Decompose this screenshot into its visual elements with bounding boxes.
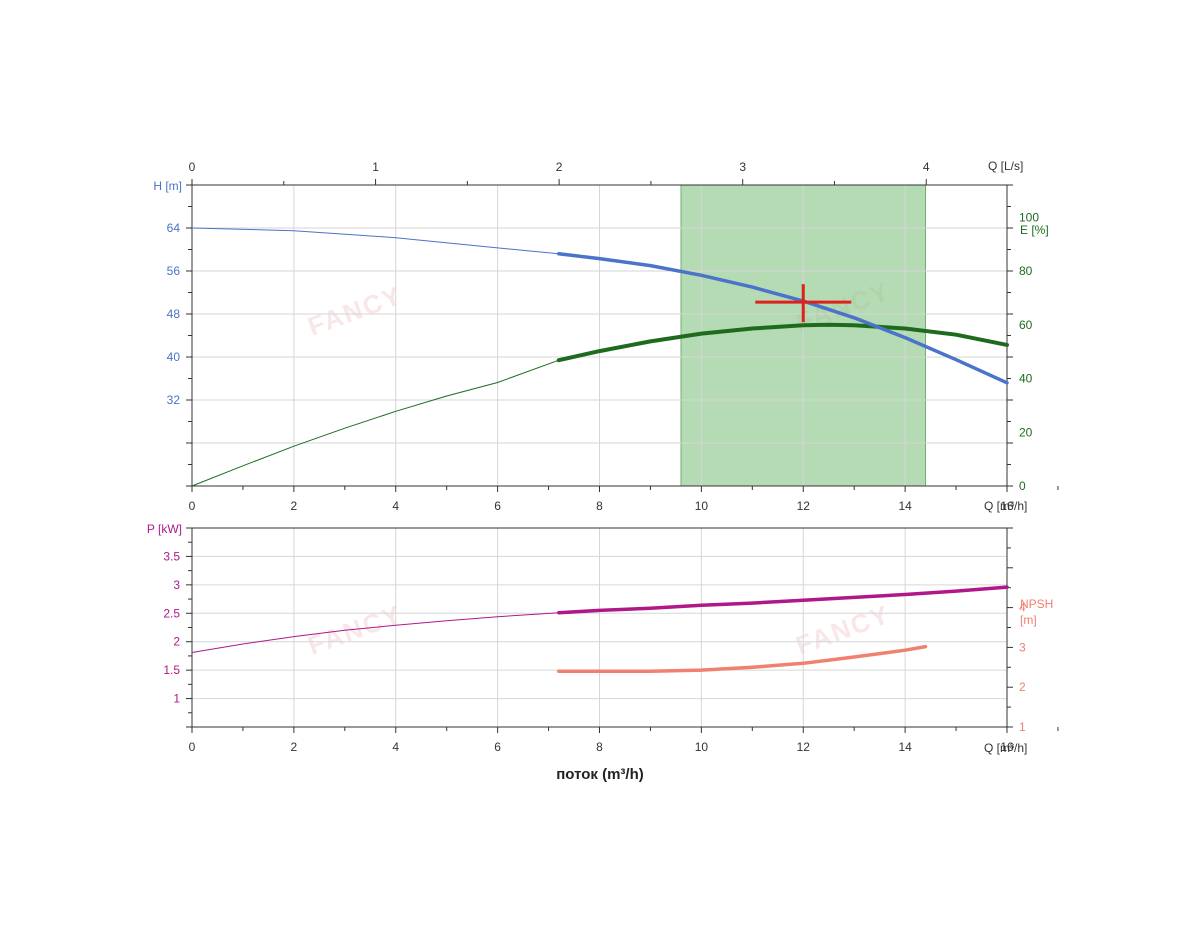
performance-series xyxy=(191,227,1009,487)
flow-ls-axis-label: Q [L/s] xyxy=(988,159,1023,173)
right-tick-label: 0 xyxy=(1019,479,1026,493)
left-tick-label: 2 xyxy=(173,635,180,649)
flow-m3h-axis-label-2: Q [m³/h] xyxy=(984,741,1027,755)
flow-m3h-axis-label: Q [m³/h] xyxy=(984,499,1027,513)
efficiency-line xyxy=(556,322,1009,363)
right-tick-label: 60 xyxy=(1019,318,1033,332)
bottom-tick-label: 2 xyxy=(291,499,298,513)
bottom-tick-label: 12 xyxy=(797,499,811,513)
right-tick-label: 3 xyxy=(1019,640,1026,654)
top-tick-label: 4 xyxy=(923,160,930,174)
top-tick-label: 3 xyxy=(739,160,746,174)
power-line xyxy=(557,585,1009,615)
bottom-tick-label: 10 xyxy=(695,740,709,754)
watermark-1: FANCY xyxy=(304,280,406,342)
top-tick-label: 2 xyxy=(556,160,563,174)
left-tick-label: 32 xyxy=(167,393,181,407)
performance-panel: 0 1 2 3 40 2 4 6 8 10 12 14 163240485664020406080100… xyxy=(153,159,1059,513)
bottom-tick-label: 14 xyxy=(898,499,912,513)
bottom-tick-label: 16 xyxy=(1000,740,1014,754)
efficiency-axis-label: E [%] xyxy=(1020,223,1049,237)
right-tick-label: 4 xyxy=(1019,601,1026,615)
left-tick-label: 64 xyxy=(167,221,181,235)
bottom-tick-label: 4 xyxy=(392,740,399,754)
head-line xyxy=(557,252,1009,385)
bottom-tick-label: 6 xyxy=(494,499,501,513)
right-tick-label: 40 xyxy=(1019,372,1033,386)
npsh-axis-unit: [m] xyxy=(1020,613,1037,627)
npsh-axis-label: NPSH xyxy=(1020,597,1053,611)
left-tick-label: 56 xyxy=(167,264,181,278)
left-tick-label: 3.5 xyxy=(163,549,180,563)
bottom-tick-label: 4 xyxy=(392,499,399,513)
bottom-tick-label: 2 xyxy=(291,740,298,754)
efficiency-line-thin xyxy=(191,359,559,487)
npsh-line xyxy=(557,644,928,674)
left-tick-label: 2.5 xyxy=(163,606,180,620)
left-tick-label: 48 xyxy=(167,307,181,321)
watermark-4: FANCY xyxy=(792,599,894,661)
power-grid xyxy=(191,528,1008,727)
bottom-tick-label: 16 xyxy=(1000,499,1014,513)
head-axis-label: H [m] xyxy=(153,179,182,193)
head-line-thin xyxy=(191,227,559,255)
left-tick-label: 1 xyxy=(173,692,180,706)
bottom-tick-label: 14 xyxy=(898,740,912,754)
power-series xyxy=(191,585,1009,674)
right-tick-label: 100 xyxy=(1019,210,1039,224)
left-tick-label: 40 xyxy=(167,350,181,364)
left-tick-label: 1.5 xyxy=(163,663,180,677)
power-line-thin xyxy=(191,612,559,653)
power-axis-label: P [kW] xyxy=(147,522,182,536)
bottom-tick-label: 6 xyxy=(494,740,501,754)
bottom-tick-label: 8 xyxy=(596,499,603,513)
bottom-tick-label: 0 xyxy=(189,499,196,513)
top-tick-label: 0 xyxy=(189,160,196,174)
operating-point-marker xyxy=(755,284,852,323)
x-axis-title: поток (m³/h) xyxy=(556,766,644,783)
right-tick-label: 1 xyxy=(1019,720,1026,734)
right-tick-label: 80 xyxy=(1019,264,1033,278)
right-tick-label: 2 xyxy=(1019,680,1026,694)
top-tick-label: 1 xyxy=(372,160,379,174)
right-tick-label: 20 xyxy=(1019,425,1033,439)
bottom-tick-label: 10 xyxy=(695,499,709,513)
bottom-tick-label: 8 xyxy=(596,740,603,754)
left-tick-label: 3 xyxy=(173,578,180,592)
bottom-tick-label: 0 xyxy=(189,740,196,754)
bottom-tick-label: 12 xyxy=(797,740,811,754)
